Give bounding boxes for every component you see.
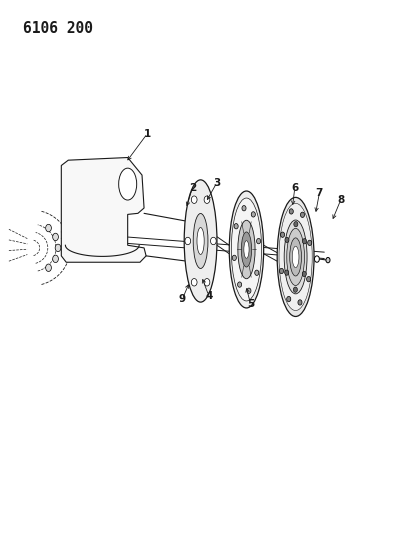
Circle shape xyxy=(281,232,285,237)
Text: 2: 2 xyxy=(189,183,196,193)
Ellipse shape xyxy=(244,241,249,259)
Ellipse shape xyxy=(197,228,204,254)
Ellipse shape xyxy=(229,191,264,308)
Circle shape xyxy=(251,212,255,217)
Circle shape xyxy=(285,237,289,243)
Ellipse shape xyxy=(287,228,305,286)
Circle shape xyxy=(308,240,312,246)
Text: 5: 5 xyxy=(247,298,254,309)
Circle shape xyxy=(302,239,307,244)
Circle shape xyxy=(210,237,216,245)
Ellipse shape xyxy=(277,197,314,317)
Circle shape xyxy=(294,222,298,227)
Circle shape xyxy=(192,279,197,286)
Circle shape xyxy=(287,296,291,302)
Circle shape xyxy=(256,238,261,244)
Circle shape xyxy=(293,287,298,292)
Ellipse shape xyxy=(290,238,302,276)
Circle shape xyxy=(289,209,293,214)
Circle shape xyxy=(300,212,305,217)
Polygon shape xyxy=(61,158,146,262)
Circle shape xyxy=(314,256,319,262)
Text: 1: 1 xyxy=(144,128,151,139)
Ellipse shape xyxy=(279,204,312,311)
Circle shape xyxy=(204,279,210,286)
Text: 8: 8 xyxy=(337,195,344,205)
Ellipse shape xyxy=(292,246,299,268)
Circle shape xyxy=(242,206,246,211)
Circle shape xyxy=(285,270,289,275)
Circle shape xyxy=(279,268,284,273)
Circle shape xyxy=(192,196,197,204)
Circle shape xyxy=(53,255,58,263)
Circle shape xyxy=(302,271,306,277)
Text: 3: 3 xyxy=(213,177,221,188)
Text: 9: 9 xyxy=(179,294,186,304)
Circle shape xyxy=(238,282,242,287)
Circle shape xyxy=(307,277,311,282)
Text: 6: 6 xyxy=(291,183,298,193)
Circle shape xyxy=(326,257,330,263)
Ellipse shape xyxy=(238,220,255,279)
Ellipse shape xyxy=(241,232,252,267)
Ellipse shape xyxy=(184,180,217,302)
Circle shape xyxy=(46,264,51,271)
Text: 4: 4 xyxy=(205,290,212,301)
Circle shape xyxy=(55,244,61,252)
Ellipse shape xyxy=(193,214,208,269)
Circle shape xyxy=(255,270,259,276)
Circle shape xyxy=(53,233,58,241)
Text: 6106 200: 6106 200 xyxy=(23,21,93,36)
Circle shape xyxy=(247,288,251,293)
Circle shape xyxy=(46,224,51,232)
Circle shape xyxy=(204,196,210,204)
Ellipse shape xyxy=(284,220,307,294)
Circle shape xyxy=(298,300,302,305)
Text: 7: 7 xyxy=(316,188,323,198)
Circle shape xyxy=(232,255,236,261)
Ellipse shape xyxy=(119,168,137,200)
Circle shape xyxy=(234,223,238,229)
Circle shape xyxy=(185,237,191,245)
Ellipse shape xyxy=(231,198,261,301)
